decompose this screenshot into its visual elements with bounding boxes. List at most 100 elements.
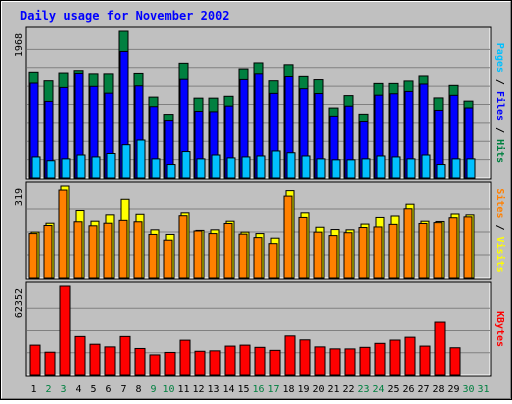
bar-pages-day-16 — [256, 155, 266, 179]
x-tick-day-18: 18 — [282, 384, 294, 395]
bar-pages-day-8 — [136, 139, 146, 179]
legend-part: KBytes — [494, 311, 505, 347]
x-tick-day-11: 11 — [177, 384, 189, 395]
x-tick-day-12: 12 — [192, 384, 204, 395]
bar-sites-day-13 — [208, 233, 218, 279]
bar-pages-day-19 — [301, 155, 311, 179]
x-tick-day-6: 6 — [105, 384, 111, 395]
bar-kbytes-day-4 — [74, 335, 86, 376]
legend-part: Sites — [494, 188, 506, 218]
bar-pages-day-28 — [436, 164, 446, 179]
y-max-label-bottom: 62352 — [14, 288, 25, 318]
bar-pages-day-24 — [376, 155, 386, 179]
x-tick-day-26: 26 — [402, 384, 414, 395]
x-tick-day-23: 23 — [357, 384, 369, 395]
legend-part: Pages — [494, 43, 505, 73]
bar-kbytes-day-18 — [284, 335, 296, 376]
bar-sites-day-3 — [58, 189, 68, 279]
legend-part: / — [494, 121, 505, 139]
bar-kbytes-day-26 — [404, 336, 416, 376]
x-tick-day-19: 19 — [297, 384, 309, 395]
legend-part: Visits — [494, 237, 506, 273]
bar-sites-day-26 — [403, 208, 413, 279]
bar-pages-day-25 — [391, 156, 401, 179]
bar-kbytes-day-29 — [449, 347, 461, 376]
bar-pages-day-5 — [91, 156, 101, 179]
bar-sites-day-4 — [73, 221, 83, 279]
bar-kbytes-day-10 — [164, 351, 176, 376]
bar-pages-day-1 — [31, 156, 41, 179]
bar-kbytes-day-2 — [44, 351, 56, 376]
bar-pages-day-12 — [196, 158, 206, 179]
x-tick-day-5: 5 — [90, 384, 96, 395]
bar-kbytes-day-1 — [29, 344, 41, 376]
legend-part: Files — [494, 91, 506, 121]
bar-kbytes-day-6 — [104, 346, 116, 376]
x-tick-day-9: 9 — [150, 384, 156, 395]
bar-kbytes-day-14 — [224, 345, 236, 376]
bar-sites-day-18 — [283, 195, 293, 279]
bar-kbytes-day-22 — [344, 348, 356, 376]
bar-pages-day-20 — [316, 158, 326, 179]
bar-sites-day-20 — [313, 231, 323, 279]
bar-sites-day-29 — [448, 217, 458, 279]
legend-part: / — [494, 218, 505, 236]
bar-kbytes-day-17 — [269, 349, 281, 376]
bar-kbytes-day-15 — [239, 344, 251, 376]
bar-pages-day-27 — [421, 154, 431, 179]
bar-kbytes-day-16 — [254, 346, 266, 376]
bar-sites-day-9 — [148, 233, 158, 279]
x-tick-day-16: 16 — [252, 384, 264, 395]
bar-kbytes-day-13 — [209, 350, 221, 376]
x-tick-day-28: 28 — [432, 384, 444, 395]
bar-sites-day-11 — [178, 215, 188, 279]
bar-sites-day-6 — [103, 222, 113, 279]
chart-title: Daily usage for November 2002 — [20, 9, 230, 23]
x-tick-day-25: 25 — [387, 384, 399, 395]
bar-sites-day-15 — [238, 233, 248, 279]
bar-kbytes-day-12 — [194, 350, 206, 376]
bar-sites-day-19 — [298, 216, 308, 279]
x-tick-day-3: 3 — [60, 384, 66, 395]
x-tick-day-20: 20 — [312, 384, 324, 395]
bar-sites-day-5 — [88, 225, 98, 279]
x-tick-day-27: 27 — [417, 384, 429, 395]
panel-top: 1968 Pages / Files / Hits — [14, 26, 506, 180]
x-tick-day-31: 31 — [477, 384, 489, 395]
bar-pages-day-18 — [286, 152, 296, 179]
bar-kbytes-day-7 — [119, 335, 131, 376]
x-tick-day-17: 17 — [267, 384, 279, 395]
bar-pages-day-26 — [406, 158, 416, 179]
bar-kbytes-day-5 — [89, 343, 101, 376]
x-tick-day-22: 22 — [342, 384, 354, 395]
panel-bottom: 62352 KBytes — [14, 281, 505, 377]
bar-sites-day-23 — [358, 227, 368, 279]
x-tick-day-2: 2 — [45, 384, 51, 395]
bar-kbytes-day-19 — [299, 339, 311, 376]
bar-pages-day-7 — [121, 144, 131, 179]
bar-sites-day-21 — [328, 235, 338, 279]
bar-sites-day-25 — [388, 223, 398, 279]
bar-pages-day-11 — [181, 151, 191, 179]
bar-sites-day-30 — [463, 216, 473, 279]
bar-pages-day-6 — [106, 153, 116, 179]
x-tick-day-13: 13 — [207, 384, 219, 395]
bar-pages-day-29 — [451, 158, 461, 179]
bar-kbytes-day-25 — [389, 339, 401, 376]
x-tick-day-10: 10 — [162, 384, 174, 395]
bar-sites-day-28 — [433, 222, 443, 279]
x-tick-day-1: 1 — [30, 384, 36, 395]
bar-sites-day-10 — [163, 239, 173, 279]
legend-part: Hits — [494, 139, 506, 163]
bar-pages-day-23 — [361, 158, 371, 179]
y-max-label-top: 1968 — [14, 33, 25, 57]
x-tick-day-30: 30 — [462, 384, 474, 395]
bar-kbytes-day-20 — [314, 346, 326, 376]
bar-kbytes-day-23 — [359, 346, 371, 376]
panel-middle: 319 Sites / Visits — [14, 181, 506, 280]
bar-sites-day-22 — [343, 232, 353, 279]
bar-kbytes-day-27 — [419, 345, 431, 376]
x-tick-day-8: 8 — [135, 384, 141, 395]
bar-kbytes-day-8 — [134, 347, 146, 376]
